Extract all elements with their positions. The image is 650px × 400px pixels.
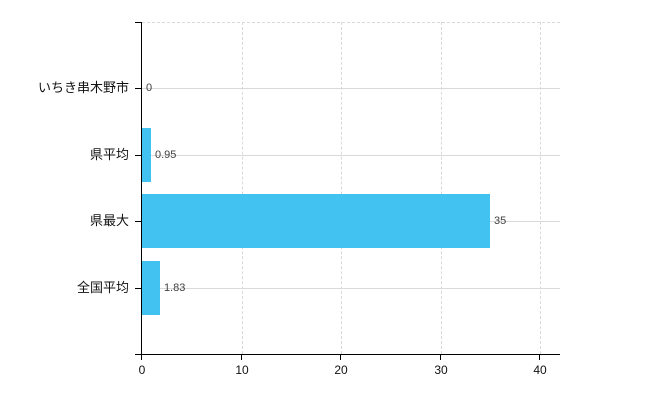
- y-axis-tick: [135, 155, 142, 156]
- x-axis-tick: [241, 354, 242, 360]
- x-tick-label: 20: [334, 363, 348, 377]
- x-axis-tick: [440, 354, 441, 360]
- x-axis-tick: [340, 354, 341, 360]
- x-tick-label: 30: [434, 363, 448, 377]
- category-label: 全国平均: [76, 280, 129, 295]
- category-label: いちき串木野市: [37, 80, 129, 95]
- bar: [142, 194, 490, 248]
- x-axis-line: [135, 354, 560, 355]
- value-label: 35: [494, 215, 507, 227]
- plot-top-border: [142, 22, 560, 23]
- category-gridline: [142, 288, 560, 289]
- category-label: 県最大: [89, 213, 129, 228]
- y-axis-tick: [135, 221, 142, 222]
- x-gridline: [341, 22, 342, 354]
- bar: [142, 128, 151, 182]
- x-gridline: [242, 22, 243, 354]
- y-axis-end-tick: [135, 22, 142, 23]
- value-label: 0: [146, 82, 153, 94]
- x-axis-tick: [539, 354, 540, 360]
- value-label: 0.95: [155, 149, 177, 161]
- category-gridline: [142, 155, 560, 156]
- x-tick-label: 10: [235, 363, 249, 377]
- y-axis-tick: [135, 88, 142, 89]
- x-tick-label: 40: [533, 363, 547, 377]
- value-label: 1.83: [164, 282, 186, 294]
- x-tick-label: 0: [138, 363, 146, 377]
- category-label: 県平均: [89, 147, 129, 162]
- x-axis-tick: [141, 354, 142, 360]
- y-axis-line: [141, 22, 142, 360]
- y-axis-tick: [135, 288, 142, 289]
- x-gridline: [540, 22, 541, 354]
- category-gridline: [142, 88, 560, 89]
- bar: [142, 261, 160, 315]
- x-gridline: [441, 22, 442, 354]
